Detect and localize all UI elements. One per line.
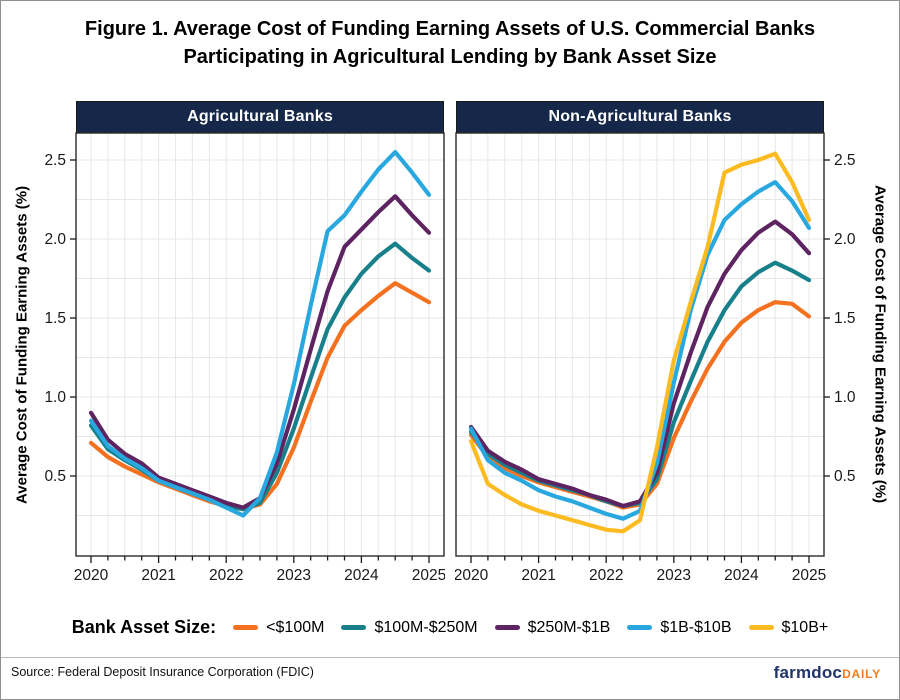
panel-title-non-agricultural: Non-Agricultural Banks: [548, 108, 732, 125]
farmdoc-daily-logo: farmdocDAILY: [774, 663, 881, 683]
svg-text:2021: 2021: [521, 567, 555, 584]
svg-text:1.5: 1.5: [834, 310, 856, 327]
svg-text:0.5: 0.5: [834, 468, 856, 485]
plot-area-agricultural: 2020 2021 2022 2023 2024 2025 0.5 1.0 1.5 2.0 2.5: [44, 132, 445, 584]
legend-swatch-purple: [494, 625, 520, 630]
svg-text:2022: 2022: [589, 567, 623, 584]
svg-text:1.5: 1.5: [44, 310, 66, 327]
logo-daily-text: DAILY: [842, 667, 881, 681]
svg-text:2024: 2024: [724, 567, 759, 584]
legend-swatch-teal: [341, 625, 367, 630]
panel-header-non-agricultural: Non-Agricultural Banks: [456, 101, 824, 133]
svg-text:2.0: 2.0: [44, 231, 66, 248]
y-axis-title-right: Average Cost of Funding Earning Assets (…: [871, 185, 889, 504]
svg-text:2.5: 2.5: [44, 152, 66, 169]
panel-header-agricultural: Agricultural Banks: [76, 101, 444, 133]
legend-swatch-yellow: [748, 625, 774, 630]
svg-text:2.0: 2.0: [834, 231, 856, 248]
legend-item-1b-10b: $1B-$10B: [627, 619, 732, 637]
legend-item-lt100m: <$100M: [233, 619, 324, 637]
panel-title-agricultural: Agricultural Banks: [187, 108, 333, 125]
svg-text:2025: 2025: [792, 567, 826, 584]
logo-farmdoc-text: farmdoc: [773, 663, 843, 682]
svg-text:0.5: 0.5: [44, 468, 66, 485]
legend-title: Bank Asset Size:: [71, 617, 217, 637]
svg-text:2024: 2024: [344, 567, 379, 584]
y-axis-title-left: Average Cost of Funding Earning Assets (…: [13, 185, 31, 504]
svg-text:2025: 2025: [412, 567, 445, 584]
svg-text:1.0: 1.0: [834, 389, 856, 406]
legend-swatch-orange: [233, 625, 259, 630]
svg-text:2023: 2023: [277, 567, 311, 584]
figure-title: Figure 1. Average Cost of Funding Earnin…: [84, 18, 816, 68]
svg-text:1.0: 1.0: [44, 389, 66, 406]
svg-text:2023: 2023: [657, 567, 691, 584]
source-note: Source: Federal Deposit Insurance Corpor…: [11, 665, 314, 679]
legend-item-100m-250m: $100M-$250M: [341, 619, 478, 637]
legend: Bank Asset Size: <$100M $100M-$250M $250…: [1, 617, 899, 638]
svg-text:2020: 2020: [74, 567, 109, 584]
legend-item-250m-1b: $250M-$1B: [494, 619, 610, 637]
svg-text:2020: 2020: [455, 567, 489, 584]
svg-text:2.5: 2.5: [834, 152, 856, 169]
footer-separator: [1, 657, 899, 658]
svg-text:2022: 2022: [209, 567, 243, 584]
svg-text:2021: 2021: [141, 567, 175, 584]
plot-area-non-agricultural: 2020 2021 2022 2023 2024 2025 0.5 1.0 1.5 2.0 2.5: [455, 132, 856, 584]
legend-swatch-blue: [627, 625, 653, 630]
legend-item-10b-plus: $10B+: [748, 619, 828, 637]
